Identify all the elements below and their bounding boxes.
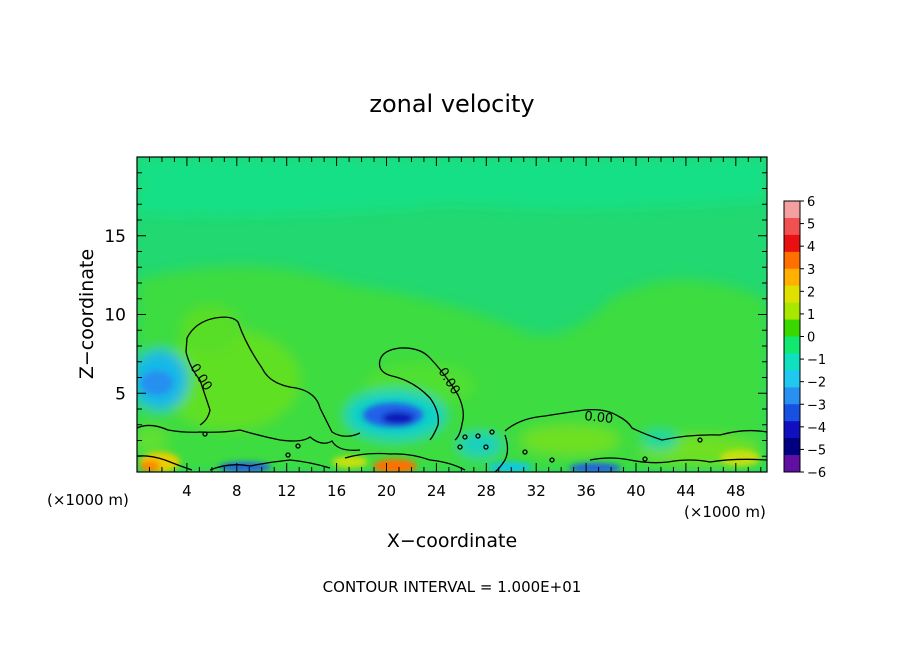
y-tick-label: 10 <box>104 306 126 326</box>
x-tick-label: 4 <box>182 482 192 500</box>
x-tick-label: 32 <box>527 482 546 500</box>
colorbar-swatch <box>784 370 800 388</box>
x-tick-label: 8 <box>232 482 242 500</box>
x-axis-title: X−coordinate <box>387 530 517 552</box>
colorbar-label: 1 <box>807 308 815 323</box>
colorbar-swatch <box>784 251 800 270</box>
chart-title: zonal velocity <box>369 90 534 118</box>
x-tick-label: 16 <box>327 482 346 500</box>
y-axis-title: Z−coordinate <box>76 249 98 379</box>
colorbar-label: 6 <box>807 195 815 210</box>
colorbar-label: 0 <box>807 331 815 346</box>
colorbar-labels: 6 5 4 3 2 1 0 −1 −2 −3 −4 −5 −6 <box>807 195 826 481</box>
colorbar-swatch <box>784 319 800 337</box>
colorbar-swatch <box>784 455 800 473</box>
x-tick-labels: 4 8 12 16 20 24 28 32 36 40 44 48 <box>182 482 745 500</box>
colorbar-label: −4 <box>807 421 826 436</box>
colorbar-label: −3 <box>807 398 826 413</box>
colorbar-swatch <box>784 387 800 405</box>
colorbar-swatch <box>784 234 800 253</box>
colorbar-swatch <box>784 438 800 456</box>
x-tick-label: 12 <box>277 482 296 500</box>
y-tick-labels: 5 10 15 <box>104 227 126 405</box>
y-tick-label: 15 <box>104 227 126 247</box>
contour-label: 0.00 <box>584 409 614 427</box>
colorbar-label: 3 <box>807 263 815 278</box>
colorbar-swatch <box>784 217 800 236</box>
colorbar-label: −5 <box>807 443 826 458</box>
colorbar-label: −1 <box>807 353 826 368</box>
y-tick-label: 5 <box>115 384 126 404</box>
x-tick-label: 20 <box>377 482 396 500</box>
colorbar <box>783 200 804 473</box>
contour-interval-note: CONTOUR INTERVAL = 1.000E+01 <box>323 578 582 596</box>
x-unit-left: (×1000 m) <box>47 491 129 509</box>
axis-ticks <box>137 157 767 472</box>
contour-lines <box>137 316 767 472</box>
colorbar-label: 5 <box>807 218 815 233</box>
x-tick-label: 44 <box>676 482 695 500</box>
x-tick-label: 36 <box>577 482 596 500</box>
colorbar-swatch <box>784 421 800 439</box>
velocity-field <box>137 157 767 472</box>
colorbar-swatch <box>784 404 800 422</box>
colorbar-swatch <box>784 336 800 354</box>
colorbar-label: 4 <box>807 240 815 255</box>
colorbar-label: −6 <box>807 466 826 481</box>
colorbar-swatch <box>784 268 800 287</box>
x-tick-label: 40 <box>626 482 645 500</box>
colorbar-swatch <box>784 353 800 371</box>
x-unit-right: (×1000 m) <box>684 503 766 521</box>
colorbar-swatch <box>784 201 800 219</box>
x-tick-label: 48 <box>726 482 745 500</box>
colorbar-label: 2 <box>807 285 815 300</box>
colorbar-swatch <box>784 302 800 321</box>
colorbar-swatch <box>784 285 800 304</box>
x-tick-label: 28 <box>477 482 496 500</box>
colorbar-label: −2 <box>807 376 826 391</box>
x-tick-label: 24 <box>427 482 446 500</box>
